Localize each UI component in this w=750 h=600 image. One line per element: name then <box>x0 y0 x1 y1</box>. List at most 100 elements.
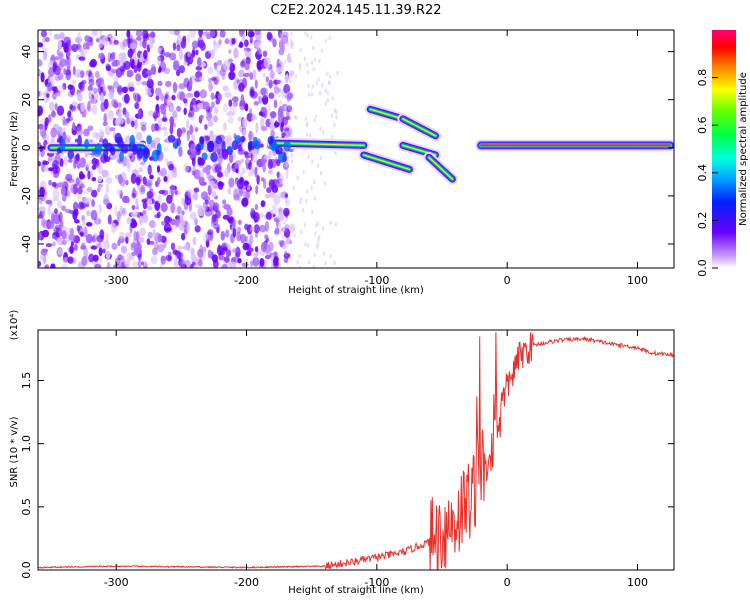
heatmap-speckle <box>124 259 131 268</box>
heatmap-speckle <box>290 31 293 37</box>
heatmap-speckle <box>273 99 278 109</box>
heatmap-speckle <box>192 236 197 246</box>
heatmap-speckle <box>283 220 286 225</box>
colorbar-tick-label: 0.6 <box>696 116 709 134</box>
heatmap-speckle <box>135 73 142 82</box>
heatmap-speckle <box>38 197 43 205</box>
heatmap-speckle <box>279 79 283 84</box>
heatmap-speckle <box>191 257 198 263</box>
heatmap-speckle <box>225 248 232 257</box>
heatmap-speckle <box>304 31 307 36</box>
heatmap-speckle <box>146 179 153 189</box>
heatmap-speckle <box>311 209 314 215</box>
heatmap-speckle <box>76 126 83 137</box>
heatmap-speckle <box>151 123 156 133</box>
heatmap-speckle <box>269 71 276 78</box>
y-tick-label: -20 <box>20 187 33 205</box>
heatmap-speckle <box>207 206 215 212</box>
heatmap-speckle <box>299 48 302 53</box>
heatmap-band-blob <box>167 134 176 143</box>
heatmap-speckle <box>260 241 268 252</box>
heatmap-speckle <box>165 157 169 164</box>
x-tick-label: -300 <box>104 576 129 589</box>
heatmap-speckle <box>227 187 232 195</box>
heatmap-speckle <box>289 38 293 43</box>
heatmap-speckle <box>88 78 95 87</box>
heatmap-speckle <box>79 70 85 78</box>
heatmap-speckle <box>244 49 248 57</box>
heatmap-speckle <box>233 47 239 59</box>
heatmap-speckle <box>319 171 323 176</box>
heatmap-speckle <box>279 172 282 178</box>
heatmap-speckle <box>210 101 215 109</box>
heatmap-speckle <box>112 81 120 89</box>
heatmap-speckle <box>114 205 118 217</box>
heatmap-speckle <box>69 245 74 255</box>
heatmap-speckle <box>131 120 135 128</box>
heatmap-speckle <box>222 246 228 252</box>
heatmap-speckle <box>243 151 249 156</box>
heatmap-speckle <box>142 201 148 210</box>
heatmap-speckle <box>147 198 153 206</box>
heatmap-speckle <box>160 167 168 177</box>
heatmap-speckle <box>217 171 223 178</box>
heatmap-speckle <box>268 92 275 99</box>
heatmap-speckle <box>317 163 320 168</box>
heatmap-speckle <box>126 197 130 204</box>
heatmap-speckle <box>171 108 178 115</box>
heatmap-speckle <box>74 154 80 165</box>
heatmap-speckle <box>322 130 325 135</box>
heatmap-speckle <box>308 260 311 265</box>
heatmap-speckle <box>105 183 110 194</box>
heatmap-speckle <box>46 93 50 98</box>
heatmap-speckle <box>142 176 147 185</box>
heatmap-speckle <box>196 102 205 109</box>
heatmap-speckle <box>228 152 234 164</box>
heatmap-speckle <box>50 263 56 268</box>
heatmap-speckle <box>135 176 141 186</box>
heatmap-speckle <box>268 241 274 252</box>
heatmap-speckle <box>63 155 68 167</box>
heatmap-speckle <box>160 202 168 213</box>
heatmap-speckle <box>121 208 126 215</box>
heatmap-speckle <box>73 243 78 251</box>
heatmap-speckle <box>87 170 91 180</box>
heatmap-speckle <box>240 233 247 244</box>
heatmap-speckle <box>303 222 306 227</box>
heatmap-speckle <box>55 227 63 238</box>
heatmap-speckle <box>113 263 121 268</box>
heatmap-speckle <box>126 117 130 125</box>
heatmap-speckle <box>58 52 64 59</box>
heatmap-speckle <box>117 110 122 122</box>
heatmap-speckle <box>77 92 83 102</box>
heatmap-speckle <box>71 43 79 53</box>
heatmap-speckle <box>329 220 332 225</box>
heatmap-speckle <box>91 189 98 198</box>
heatmap-speckle <box>72 183 78 195</box>
heatmap-speckle <box>192 164 196 175</box>
heatmap-speckle <box>91 164 97 170</box>
heatmap-speckle <box>288 73 291 78</box>
heatmap-speckle <box>147 231 153 239</box>
heatmap-speckle <box>76 163 81 169</box>
heatmap-speckle <box>225 229 230 238</box>
heatmap-speckle <box>61 239 67 246</box>
heatmap-speckle <box>191 134 196 142</box>
heatmap-speckle <box>59 58 67 67</box>
heatmap-speckle <box>237 258 242 264</box>
heatmap-speckle <box>283 257 289 263</box>
heatmap-speckle <box>123 93 130 104</box>
heatmap-speckle <box>210 84 214 89</box>
heatmap-speckle <box>227 111 235 116</box>
heatmap-speckle <box>313 118 316 123</box>
heatmap-speckle <box>258 96 262 104</box>
heatmap-speckle <box>249 247 254 252</box>
heatmap-speckle <box>285 217 288 222</box>
heatmap-speckle <box>217 144 222 153</box>
heatmap-speckle <box>313 57 317 62</box>
heatmap-speckle <box>79 49 88 57</box>
heatmap-speckle <box>224 91 232 98</box>
heatmap-speckle <box>48 101 55 112</box>
heatmap-speckle <box>170 202 176 214</box>
heatmap-speckle <box>69 183 77 194</box>
